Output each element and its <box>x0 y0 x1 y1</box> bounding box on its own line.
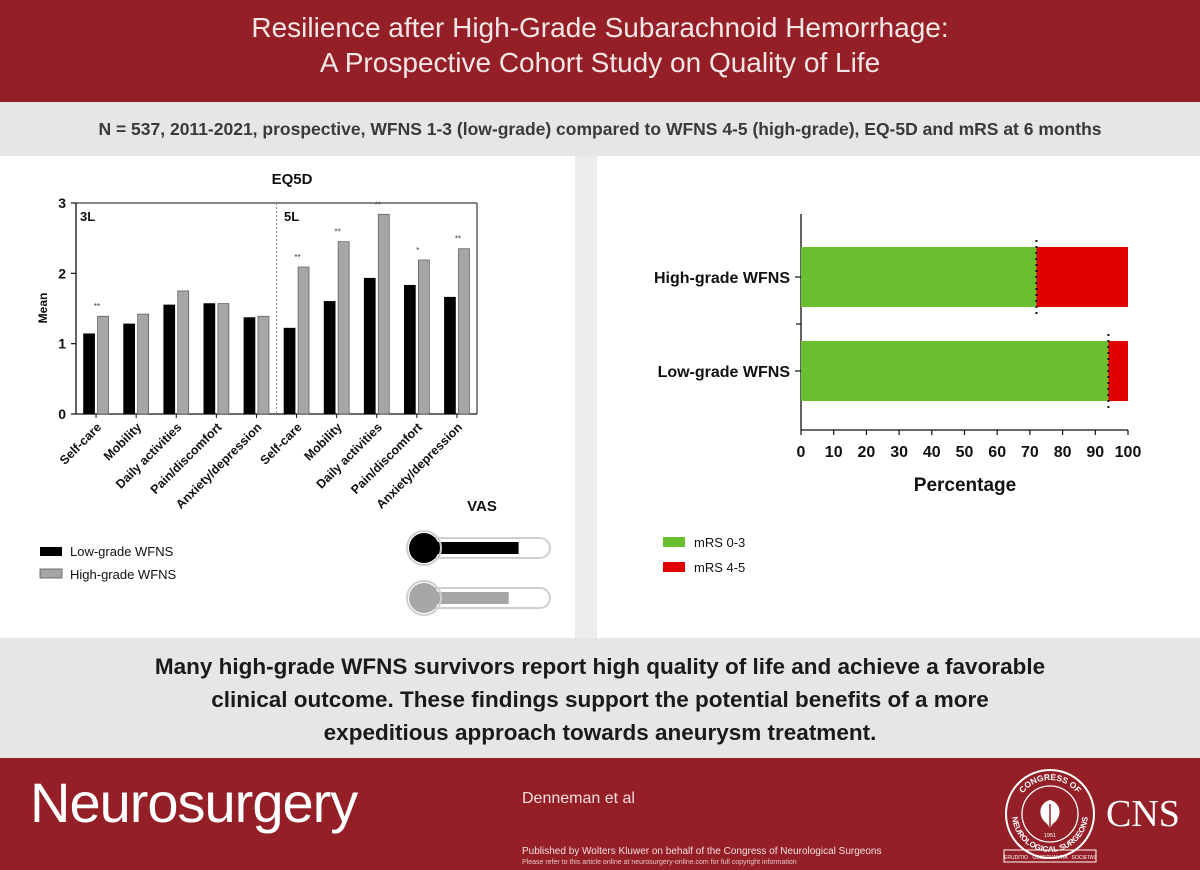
eq5d-bar-low <box>83 333 95 415</box>
eq5d-bar-high <box>217 303 230 415</box>
eq5d-legend: Low-grade WFNS High-grade WFNS <box>39 544 177 582</box>
eq5d-y-tick-label: 1 <box>58 336 66 352</box>
legend-label-high: High-grade WFNS <box>70 567 177 582</box>
mrs-category-label: High-grade WFNS <box>654 270 790 287</box>
section-label-5l: 5L <box>284 209 299 224</box>
mrs-x-tick-label: 40 <box>923 444 941 461</box>
eq5d-bar-high <box>97 315 109 415</box>
mrs-chart: 0 10 20 30 40 50 60 70 80 90 100 High-grade WFNS Lo… <box>654 214 1142 575</box>
conclusion-line-2: clinical outcome. These findings support… <box>211 687 989 712</box>
section-label-3l: 3L <box>80 209 95 224</box>
journal-logo: Neurosurgery <box>30 771 358 834</box>
eq5d-bar-low <box>163 304 176 415</box>
mrs-x-tick-label: 20 <box>858 444 876 461</box>
svg-text:CONGRESS OF: CONGRESS OF <box>1017 772 1083 795</box>
study-summary: N = 537, 2011-2021, prospective, WFNS 1-… <box>0 102 1200 156</box>
eq5d-y-tick-label: 2 <box>58 265 66 281</box>
mrs-bar-segment-mrs03 <box>801 341 1109 401</box>
eq5d-bar-high <box>257 315 270 415</box>
mrs-x-tick-label: 90 <box>1086 444 1104 461</box>
svg-text:1951: 1951 <box>1044 833 1056 839</box>
eq5d-bar-high <box>137 313 149 415</box>
eq5d-bar-low <box>243 317 256 415</box>
eq5d-x-tick-label: Pain/discomfort <box>348 420 425 497</box>
cns-seal-icon: CONGRESS OF NEUROLOGICAL SURGEONS 1951 E… <box>1003 769 1098 863</box>
conclusion-line-3: expeditious approach towards aneurysm tr… <box>323 720 877 745</box>
vas-title: VAS <box>467 498 497 515</box>
mrs-x-tick-label: 70 <box>1021 444 1039 461</box>
title-line-1: Resilience after High-Grade Subarachnoid… <box>251 12 949 43</box>
legend-label-low: Low-grade WFNS <box>70 544 174 559</box>
legend-swatch-low <box>40 547 62 556</box>
eq5d-bar-low <box>444 296 456 415</box>
eq5d-x-tick-label: Pain/discomfort <box>148 420 225 497</box>
legend-swatch-mrs45 <box>663 562 685 572</box>
mrs-x-tick-label: 100 <box>1115 444 1142 461</box>
mrs-category-label: Low-grade WFNS <box>658 364 791 381</box>
cns-logo: CNS <box>1106 793 1180 835</box>
mrs-bar-segment-mrs45 <box>1108 341 1128 401</box>
significance-marker: ** <box>335 228 341 237</box>
significance-marker: ** <box>375 200 381 209</box>
publisher-note: Published by Wolters Kluwer on behalf of… <box>522 846 882 857</box>
eq5d-bar-high <box>418 259 430 415</box>
eq5d-bar-low <box>283 327 296 415</box>
significance-marker: ** <box>455 235 461 244</box>
eq5d-bar-low <box>323 301 336 415</box>
title-line-2: A Prospective Cohort Study on Quality of… <box>319 47 881 78</box>
significance-marker: ** <box>294 253 300 262</box>
eq5d-bar-high <box>297 266 310 415</box>
eq5d-x-tick-label: Self-care <box>57 420 104 467</box>
eq5d-bar-low <box>203 303 216 415</box>
svg-text:ERUDITIO: ERUDITIO <box>1004 855 1028 861</box>
mrs-x-tick-label: 80 <box>1054 444 1072 461</box>
eq5d-bar-high <box>337 241 350 415</box>
svg-text:SOCIETAS: SOCIETAS <box>1072 855 1098 861</box>
mrs-legend: mRS 0-3 mRS 4-5 <box>663 535 745 575</box>
eq5d-bar-high <box>458 248 470 415</box>
header-banner: Resilience after High-Grade Subarachnoid… <box>0 0 1200 102</box>
svg-text:OBSERVANTIA: OBSERVANTIA <box>1032 855 1068 861</box>
eq5d-y-tick-label: 3 <box>58 195 66 211</box>
eq5d-x-tick-label: Self-care <box>257 420 304 467</box>
legend-swatch-mrs03 <box>663 537 685 547</box>
footer-banner: Neurosurgery Denneman et al Published by… <box>0 758 1200 870</box>
vas-low-thermometer <box>406 530 551 566</box>
vas-high-thermometer <box>406 580 551 616</box>
conclusion-box: Many high-grade WFNS survivors report hi… <box>0 638 1200 758</box>
mrs-x-tick-label: 60 <box>988 444 1006 461</box>
eq5d-bar-high <box>377 213 390 415</box>
eq5d-bar-low <box>404 284 416 415</box>
mrs-xlabel: Percentage <box>914 475 1016 496</box>
copyright-note: Please refer to this article online at n… <box>522 859 797 866</box>
authors: Denneman et al <box>522 790 635 807</box>
eq5d-title: EQ5D <box>272 171 313 188</box>
eq5d-y-tick-label: 0 <box>58 406 66 422</box>
eq5d-bar-high <box>177 290 190 415</box>
significance-marker: ** <box>94 302 100 311</box>
mrs-panel: 0 10 20 30 40 50 60 70 80 90 100 High-grade WFNS Lo… <box>597 156 1200 638</box>
legend-swatch-high <box>39 568 63 579</box>
legend-label-mrs03: mRS 0-3 <box>694 535 745 550</box>
mrs-x-tick-label: 30 <box>890 444 908 461</box>
conclusion-line-1: Many high-grade WFNS survivors report hi… <box>154 654 1046 679</box>
significance-marker: * <box>416 246 419 255</box>
legend-label-mrs45: mRS 4-5 <box>694 560 745 575</box>
eq5d-ylabel: Mean <box>36 293 50 324</box>
mrs-x-tick-label: 10 <box>825 444 843 461</box>
mrs-bar-segment-mrs03 <box>801 247 1037 307</box>
eq5d-bar-low <box>123 323 136 415</box>
mrs-bar-segment-mrs45 <box>1036 247 1128 307</box>
eq5d-bar-low <box>363 277 376 415</box>
mrs-x-tick-label: 0 <box>797 444 806 461</box>
mrs-x-tick-label: 50 <box>956 444 974 461</box>
